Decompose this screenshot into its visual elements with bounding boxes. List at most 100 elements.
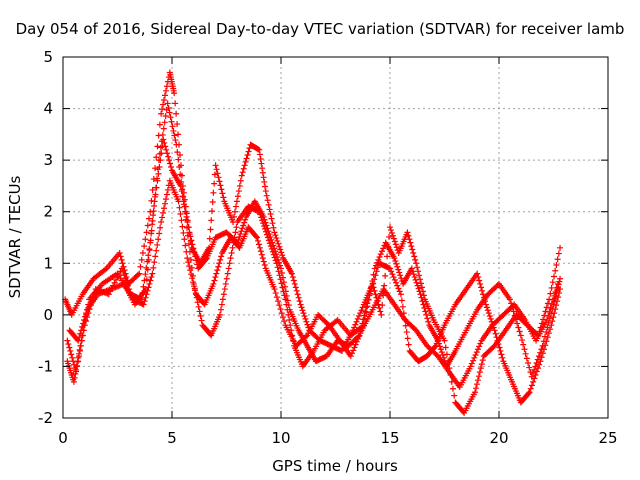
data-point <box>477 340 484 347</box>
data-point <box>257 155 264 162</box>
data-point <box>396 269 403 276</box>
data-point <box>538 320 545 327</box>
data-point <box>162 87 169 94</box>
data-point <box>119 260 126 267</box>
data-point <box>189 241 196 248</box>
data-point <box>76 347 83 354</box>
data-point <box>155 236 162 243</box>
data-point <box>364 300 371 307</box>
data-point <box>228 249 235 256</box>
x-tick-label: 25 <box>598 429 617 447</box>
data-point <box>261 216 268 223</box>
data-point <box>78 337 85 344</box>
data-point <box>167 160 174 167</box>
data-point <box>254 234 261 241</box>
data-point <box>235 236 242 243</box>
data-point <box>284 297 291 304</box>
data-point <box>255 241 262 248</box>
y-tick-label: 2 <box>43 203 53 221</box>
data-point <box>181 236 188 243</box>
data-point <box>66 344 73 351</box>
data-point <box>398 297 405 304</box>
data-point <box>73 368 80 375</box>
data-point <box>368 284 375 291</box>
data-point <box>496 344 503 351</box>
data-point <box>494 337 501 344</box>
data-point <box>242 158 249 165</box>
data-point <box>278 310 285 317</box>
data-point <box>202 256 209 263</box>
data-point <box>240 165 247 172</box>
data-point <box>261 178 268 185</box>
data-point <box>285 302 292 309</box>
data-point <box>357 330 364 337</box>
data-point <box>268 236 275 243</box>
data-point <box>522 350 529 357</box>
data-point <box>156 230 163 237</box>
data-point <box>479 357 486 364</box>
data-point <box>387 265 393 272</box>
data-point <box>124 282 131 289</box>
data-point <box>238 228 245 235</box>
data-point <box>372 291 379 298</box>
data-point <box>152 253 159 260</box>
data-point <box>157 144 164 151</box>
data-point <box>145 256 152 263</box>
data-point <box>472 389 479 396</box>
data-point <box>262 219 269 226</box>
data-point <box>361 312 368 319</box>
data-point <box>282 288 289 295</box>
data-point <box>292 284 299 291</box>
data-point <box>514 320 521 327</box>
data-point <box>211 171 218 178</box>
data-point <box>142 294 149 301</box>
data-point <box>225 265 232 272</box>
data-point <box>154 177 161 184</box>
data-point <box>476 369 483 376</box>
data-point <box>506 296 513 303</box>
data-point <box>298 304 305 311</box>
data-point <box>190 279 197 286</box>
data-point <box>220 194 227 201</box>
data-point <box>396 288 403 295</box>
data-point <box>270 242 277 249</box>
data-point <box>173 110 180 117</box>
data-point <box>213 270 220 277</box>
data-point <box>556 290 563 297</box>
data-point <box>145 215 152 222</box>
data-point <box>179 223 186 230</box>
data-point <box>352 321 359 328</box>
data-point <box>395 285 402 292</box>
data-point <box>232 203 239 210</box>
data-point <box>548 284 555 291</box>
data-point <box>442 344 449 351</box>
data-point <box>349 327 356 334</box>
data-point <box>160 101 167 108</box>
data-point <box>168 164 175 171</box>
data-point <box>176 204 183 211</box>
data-point <box>162 196 169 203</box>
data-point <box>286 317 293 324</box>
data-point <box>217 182 224 189</box>
data-point <box>520 341 527 348</box>
data-point <box>171 90 178 97</box>
data-point <box>548 322 555 329</box>
data-point <box>271 245 278 252</box>
data-point <box>525 359 532 366</box>
data-point <box>280 279 287 286</box>
data-point <box>549 279 556 286</box>
data-point <box>148 227 155 234</box>
data-point <box>410 271 417 278</box>
data-point <box>142 271 149 278</box>
data-point <box>423 311 430 318</box>
data-point <box>275 240 282 247</box>
data-point <box>215 174 222 181</box>
data-point <box>147 277 154 284</box>
data-point <box>157 224 164 231</box>
data-point <box>471 354 478 361</box>
data-point <box>424 315 431 322</box>
data-point <box>212 162 219 169</box>
data-point <box>158 219 165 226</box>
data-point <box>242 216 249 223</box>
data-point <box>525 390 532 397</box>
